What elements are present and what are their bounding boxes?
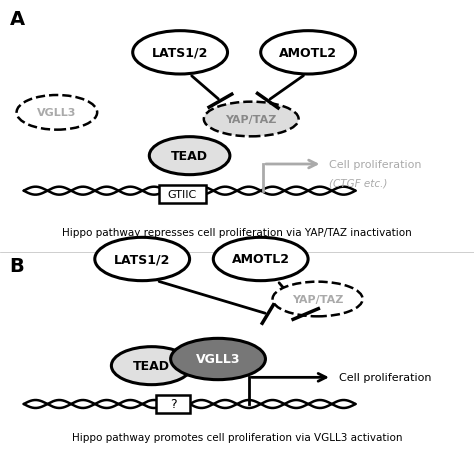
Ellipse shape [273, 282, 363, 317]
FancyBboxPatch shape [159, 185, 206, 204]
Text: (CTGF etc.): (CTGF etc.) [329, 178, 388, 188]
Ellipse shape [95, 238, 190, 281]
Ellipse shape [17, 96, 97, 130]
Text: TEAD: TEAD [133, 359, 170, 372]
Text: LATS1/2: LATS1/2 [152, 47, 208, 60]
Text: Hippo pathway represses cell proliferation via YAP/TAZ inactivation: Hippo pathway represses cell proliferati… [62, 228, 412, 238]
Ellipse shape [213, 238, 308, 281]
Text: ?: ? [170, 397, 176, 411]
Ellipse shape [133, 32, 228, 75]
Text: YAP/TAZ: YAP/TAZ [292, 294, 343, 304]
Text: Cell proliferation: Cell proliferation [329, 160, 422, 170]
Text: VGLL3: VGLL3 [196, 353, 240, 366]
Text: A: A [9, 10, 25, 29]
Ellipse shape [204, 102, 299, 137]
Text: LATS1/2: LATS1/2 [114, 253, 170, 266]
Text: Hippo pathway promotes cell proliferation via VGLL3 activation: Hippo pathway promotes cell proliferatio… [72, 432, 402, 442]
Text: AMOTL2: AMOTL2 [279, 47, 337, 60]
Ellipse shape [149, 137, 230, 175]
Ellipse shape [171, 339, 265, 380]
Text: TEAD: TEAD [171, 150, 208, 163]
Text: YAP/TAZ: YAP/TAZ [226, 115, 277, 125]
Text: VGLL3: VGLL3 [37, 108, 77, 118]
Text: Cell proliferation: Cell proliferation [339, 373, 431, 382]
Ellipse shape [261, 32, 356, 75]
Text: B: B [9, 256, 24, 275]
FancyBboxPatch shape [156, 395, 190, 413]
Text: GTIIC: GTIIC [168, 190, 197, 200]
Ellipse shape [111, 347, 192, 385]
Text: AMOTL2: AMOTL2 [232, 253, 290, 266]
